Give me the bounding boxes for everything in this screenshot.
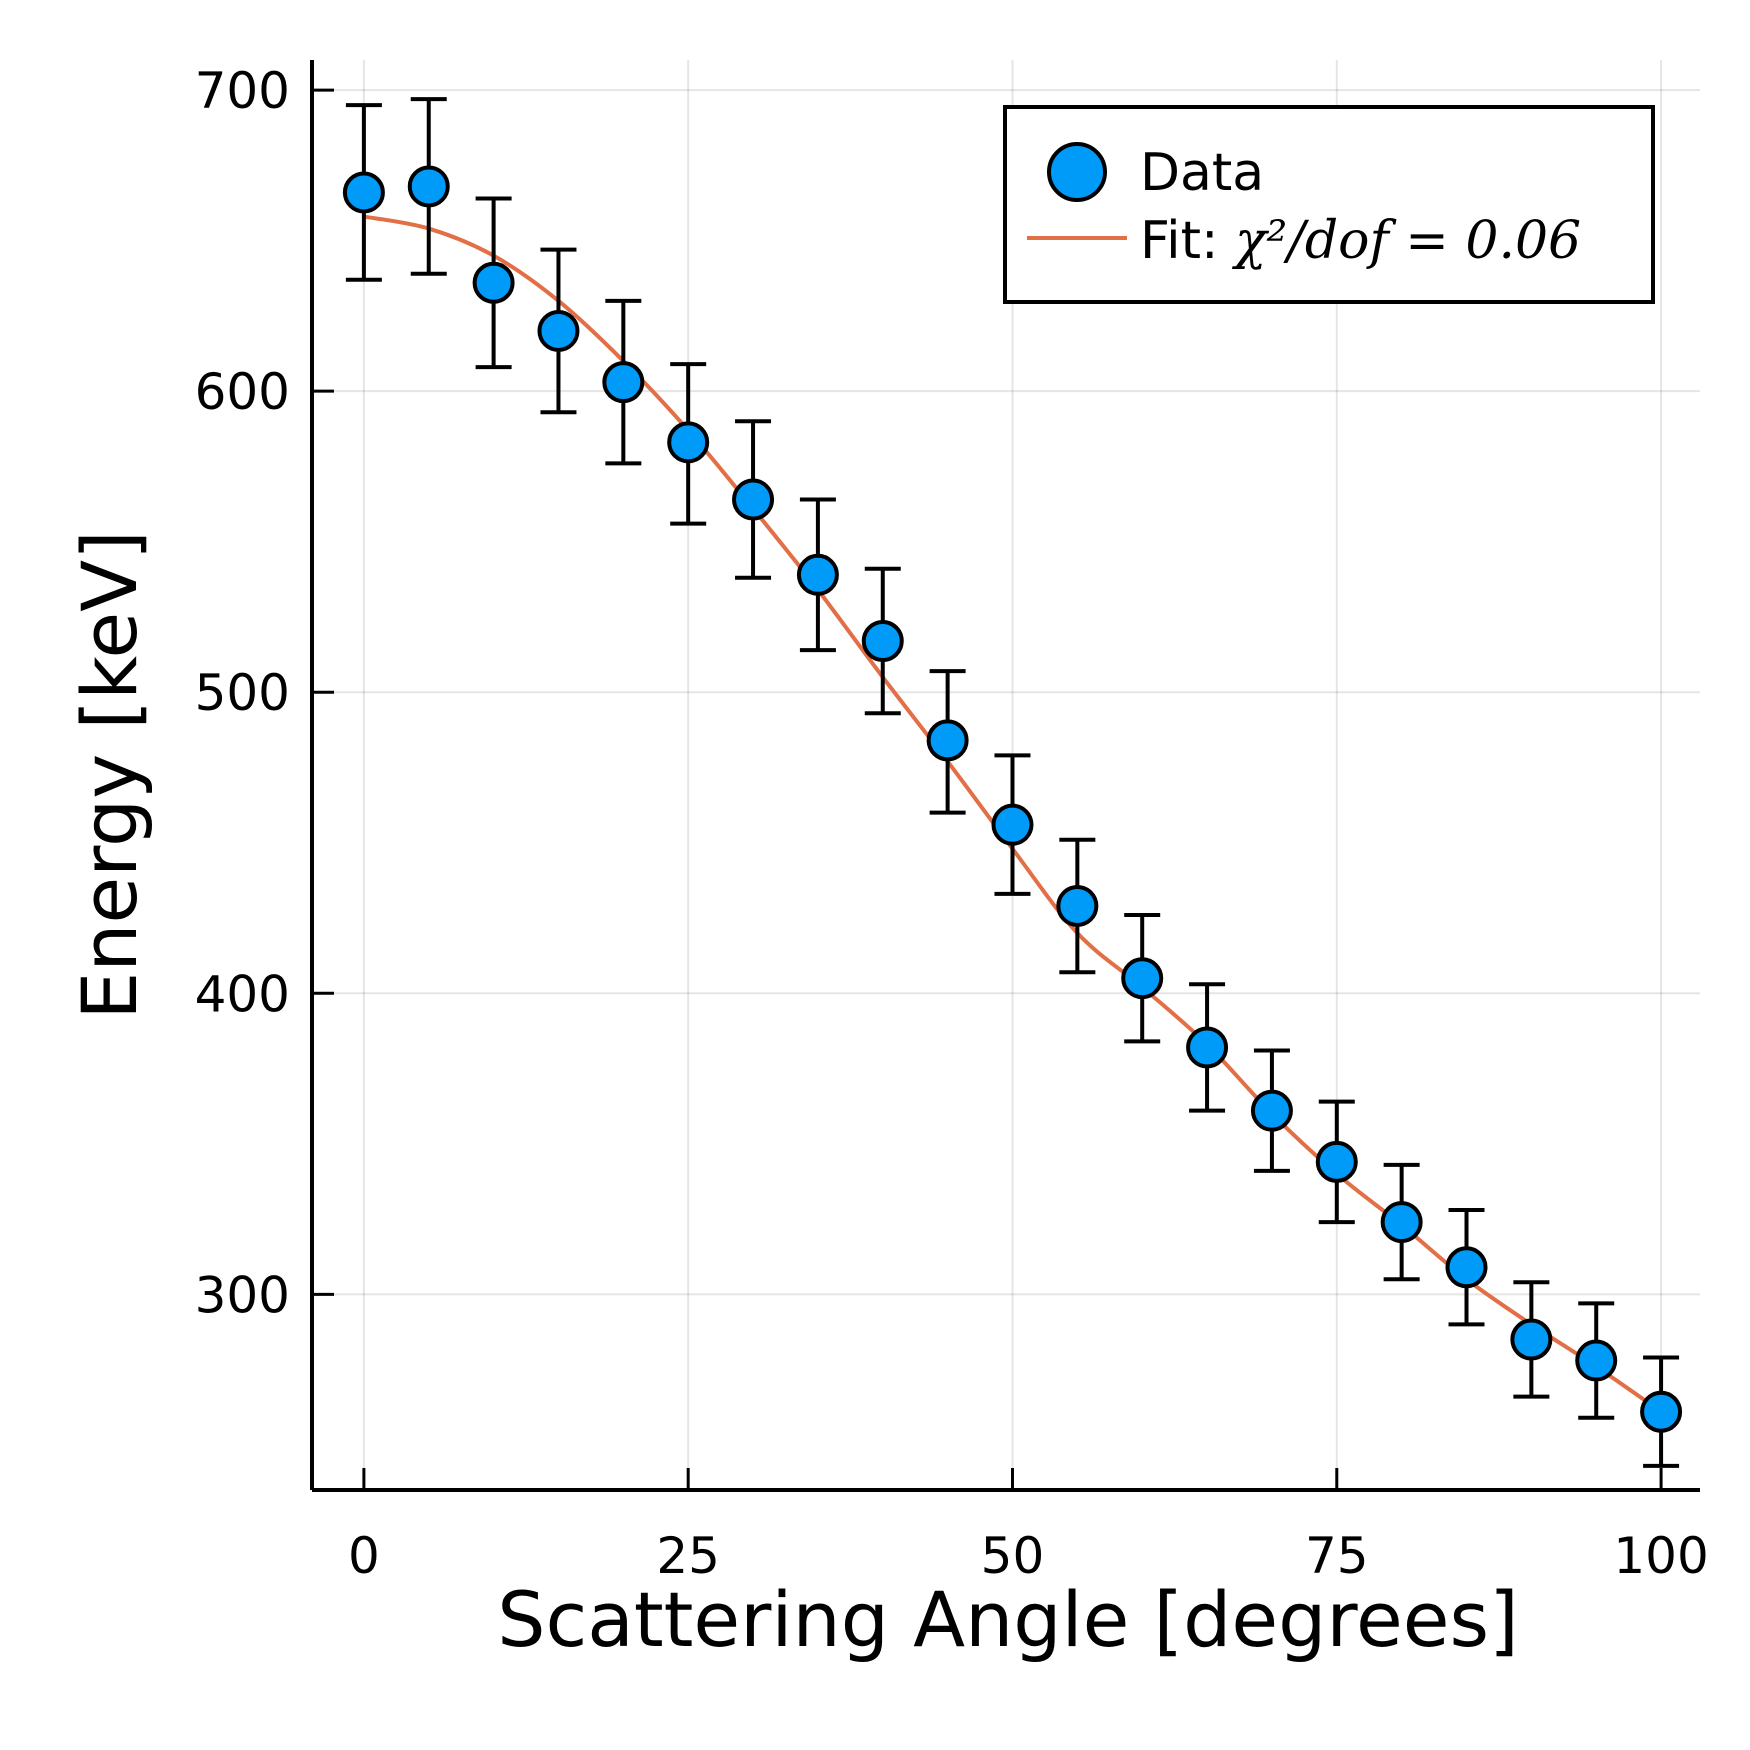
legend-data-marker (1047, 142, 1107, 202)
y-tick-label: 700 (195, 62, 290, 120)
data-point (667, 421, 710, 464)
legend-data-label: Data (1140, 143, 1264, 203)
y-axis-title: Energy [keV] (65, 530, 154, 1020)
y-tick-label: 300 (195, 1266, 290, 1324)
y-tick-label: 600 (195, 363, 290, 421)
legend-fit-label: Fit: χ²/dof = 0.06 (1140, 211, 1581, 271)
x-tick-label: 0 (348, 1527, 380, 1585)
data-point (342, 171, 385, 214)
data-point (1315, 1140, 1358, 1183)
data-point (1121, 957, 1164, 1000)
data-point (1056, 884, 1099, 927)
y-tick-label: 400 (195, 965, 290, 1023)
axes (310, 60, 1700, 1492)
x-tick-label: 100 (1613, 1527, 1708, 1585)
data-point (1575, 1339, 1618, 1382)
data-point (861, 620, 904, 663)
data-point (991, 803, 1034, 846)
x-tick-label: 75 (1305, 1527, 1369, 1585)
legend-fit-math: χ²/dof = 0.06 (1231, 211, 1581, 271)
data-point (1510, 1318, 1553, 1361)
data-point (537, 309, 580, 352)
data-points-group (342, 165, 1683, 1433)
data-point (602, 361, 645, 404)
legend: Data Fit: χ²/dof = 0.06 (1003, 105, 1655, 304)
x-tick-label: 25 (656, 1527, 720, 1585)
data-point (926, 719, 969, 762)
data-point (796, 553, 839, 596)
data-point (1250, 1089, 1293, 1132)
tick-labels-group: 0 25 50 75 100 300 400 500 600 700 (195, 62, 1709, 1585)
data-point (407, 165, 450, 208)
x-tick-label: 50 (981, 1527, 1045, 1585)
data-point (472, 261, 515, 304)
legend-box (1003, 105, 1655, 304)
data-point (732, 478, 775, 521)
data-point (1186, 1026, 1229, 1069)
x-axis-title: Scattering Angle [degrees] (497, 1575, 1519, 1664)
y-tick-label: 500 (195, 664, 290, 722)
legend-fit-prefix: Fit: (1140, 211, 1235, 271)
data-point (1380, 1201, 1423, 1244)
data-point (1445, 1246, 1488, 1289)
data-point (1640, 1390, 1683, 1433)
